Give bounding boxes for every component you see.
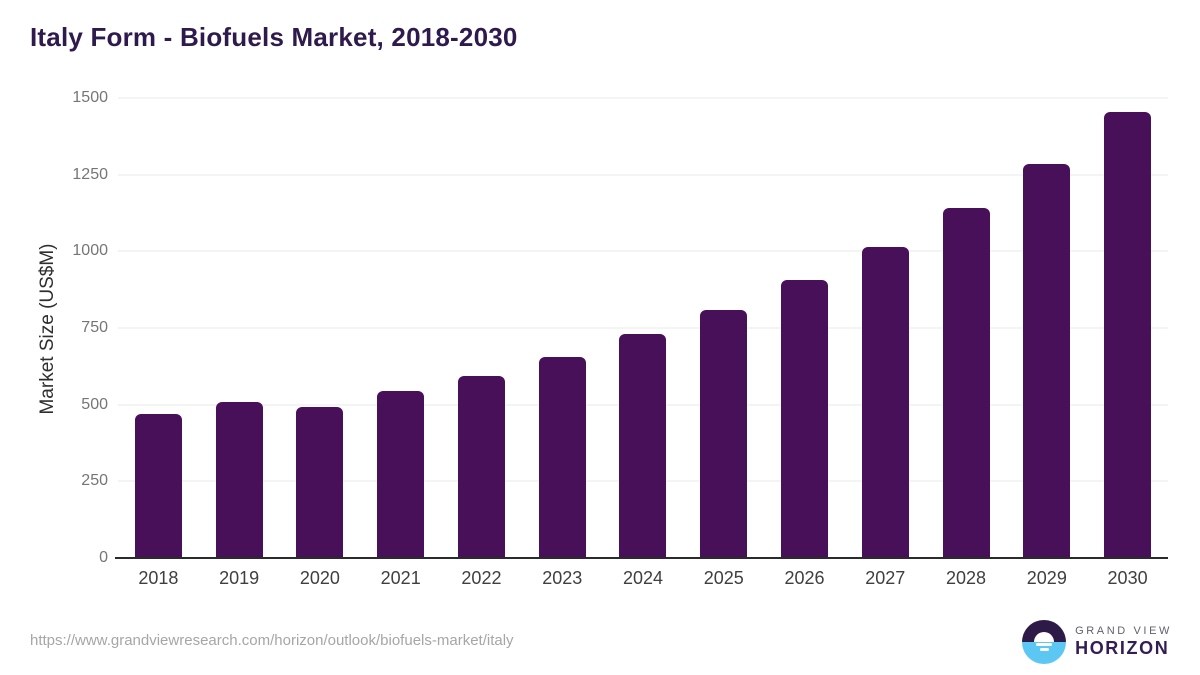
gridline-750: [118, 327, 1168, 329]
y-tick-750: 750: [81, 319, 108, 336]
y-tick-1000: 1000: [72, 242, 108, 260]
x-tick-2021: 2021: [380, 568, 421, 588]
x-tick-2024: 2024: [622, 568, 663, 588]
x-tick-2027: 2027: [865, 568, 906, 588]
bar-2023: [538, 357, 586, 558]
bar-2024: [619, 334, 667, 558]
logo-sea-half: [1022, 642, 1067, 664]
x-tick-2030: 2030: [1107, 568, 1148, 588]
bar-2019: [215, 402, 263, 558]
logo-sun-dome: [1034, 632, 1055, 642]
bar-slot-2022: [441, 98, 522, 558]
bar-2022: [457, 375, 505, 558]
bar-slot-2021: [360, 98, 441, 558]
bar-slot-2029: [1006, 98, 1087, 558]
x-tick-2026: 2026: [784, 568, 825, 588]
logo-text: GRAND VIEW HORIZON: [1075, 625, 1172, 658]
bar-slot-2027: [845, 98, 926, 558]
y-tick-500: 500: [81, 395, 108, 413]
logo-product-line: HORIZON: [1075, 637, 1170, 658]
x-tick-2029: 2029: [1026, 568, 1067, 588]
bar-2027: [861, 246, 909, 558]
bar-2029: [1023, 163, 1071, 558]
bar-slot-2023: [522, 98, 603, 558]
bar-slot-2025: [683, 98, 764, 558]
x-tick-2019: 2019: [219, 568, 260, 588]
y-tick-1250: 1250: [72, 165, 108, 183]
bar-2026: [781, 280, 828, 558]
x-tick-2022: 2022: [461, 568, 502, 588]
x-tick-2018: 2018: [138, 568, 179, 588]
bar-slot-2028: [926, 98, 1007, 558]
logo-wave-line-2: [1039, 647, 1049, 651]
bar-2025: [700, 309, 748, 558]
x-tick-2028: 2028: [946, 568, 987, 588]
logo-wave-line-1: [1036, 642, 1053, 646]
y-tick-1500: 1500: [72, 89, 108, 106]
x-tick-2025: 2025: [703, 568, 744, 588]
y-axis-ticks: 0 250 500 750 1000 1250 1500: [0, 89, 108, 566]
bar-slot-2026: [764, 98, 845, 558]
bar-slot-2024: [603, 98, 684, 558]
horizon-sun-icon: [1022, 620, 1067, 664]
y-tick-0: 0: [99, 549, 108, 566]
bar-slot-2030: [1087, 98, 1168, 558]
bar-2018: [134, 413, 182, 558]
bar-2020: [296, 407, 344, 558]
plot-area: [115, 97, 1168, 559]
bar-slot-2020: [280, 98, 361, 558]
grand-view-horizon-logo: GRAND VIEW HORIZON: [1022, 620, 1172, 664]
bar-2030: [1104, 111, 1152, 558]
gridline-1250: [118, 174, 1168, 176]
logo-sky-half: [1022, 620, 1067, 642]
logo-brand-line: GRAND VIEW: [1075, 625, 1172, 638]
gridline-1500: [118, 97, 1168, 99]
y-tick-250: 250: [81, 472, 108, 490]
chart-title: Italy Form - Biofuels Market, 2018-2030: [30, 22, 518, 52]
bar-2021: [377, 390, 425, 558]
x-axis-labels: 2018 2019 2020 2021 2022 2023 2024 2025 2026 2027…: [118, 568, 1168, 589]
x-axis-line: [115, 557, 1168, 559]
gridline-1000: [118, 250, 1168, 252]
x-tick-2023: 2023: [542, 568, 583, 588]
y-axis-title: Market Size (US$M): [37, 243, 58, 415]
bar-slot-2019: [199, 98, 280, 558]
x-tick-2020: 2020: [299, 568, 340, 588]
source-url: https://www.grandviewresearch.com/horizo…: [30, 632, 514, 649]
bars-row: [118, 98, 1168, 558]
bar-slot-2018: [118, 98, 199, 558]
bar-2028: [942, 208, 990, 558]
